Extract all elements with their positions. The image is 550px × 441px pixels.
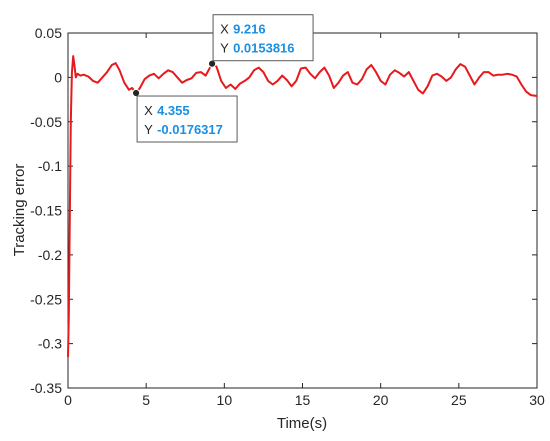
x-tick-label: 30 [529,392,545,408]
y-tick-label: -0.05 [30,114,62,130]
datatip-markers [131,59,217,98]
datatip-x-value: 4.355 [157,103,190,118]
datatip-y-value: -0.0176317 [157,122,223,137]
x-tick-label: 25 [451,392,467,408]
datatip-y-key: Y [144,122,153,137]
datatip-x-key: X [220,22,229,37]
datatip-marker[interactable] [207,59,217,68]
x-tick-label: 10 [217,392,233,408]
y-tick-label: 0.05 [35,25,62,41]
axis-tick-labels: 0 5 10 15 20 25 30 0.05 0 -0.05 -0.1 -0.15 -0.2 -0.25… [30,25,545,408]
y-tick-label: 0 [54,69,62,85]
y-tick-label: -0.3 [38,336,62,352]
datatip-box [136,95,238,143]
y-tick-label: -0.2 [38,247,62,263]
datatip-x-value: 9.216 [233,22,266,37]
datatip-y-key: Y [220,41,229,56]
datatip-marker[interactable] [131,88,141,98]
y-tick-label: -0.15 [30,203,62,219]
datatips[interactable]: X 4.355 Y -0.0176317 X 9.216 Y 0.0153816 [136,14,314,143]
datatip-x-key: X [144,103,153,118]
x-tick-label: 5 [142,392,150,408]
datatip[interactable]: X 4.355 Y -0.0176317 [136,95,238,143]
series-line-tracking-error [67,55,538,357]
y-tick-label: -0.35 [30,380,62,396]
datatip-y-value: 0.0153816 [233,41,294,56]
x-tick-label: 0 [64,392,72,408]
y-axis-label: Tracking error [11,164,28,257]
x-axis-label: Time(s) [277,415,327,432]
datatip-box [212,14,314,62]
y-tick-label: -0.25 [30,291,62,307]
datatip[interactable]: X 9.216 Y 0.0153816 [212,14,314,62]
plot-area [67,32,538,389]
y-tick-label: -0.1 [38,158,62,174]
x-tick-label: 15 [295,392,311,408]
x-tick-label: 20 [373,392,389,408]
